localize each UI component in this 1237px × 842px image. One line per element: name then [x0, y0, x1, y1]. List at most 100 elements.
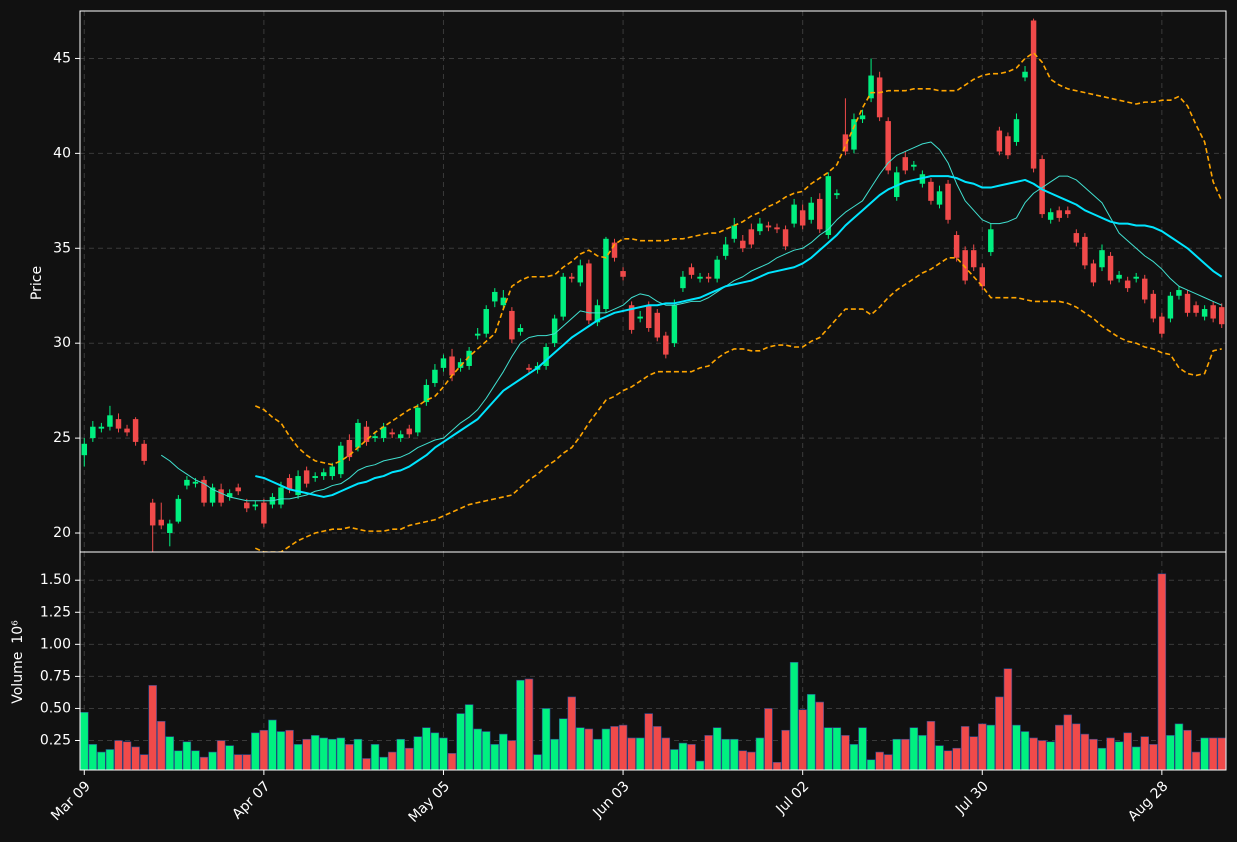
candle-body	[1142, 278, 1148, 300]
volume-bar	[798, 709, 807, 770]
candle-body	[286, 477, 293, 490]
candle-body	[329, 466, 336, 477]
candle-body	[1167, 295, 1174, 319]
candle-body	[808, 202, 814, 220]
volume-bar	[969, 736, 978, 770]
volume-bar	[541, 708, 551, 770]
y-tick-label: 0.75	[40, 668, 71, 684]
y-tick-label: 20	[53, 525, 71, 541]
candle-body	[1107, 255, 1114, 281]
candle-body	[1099, 250, 1105, 268]
candle-body	[731, 225, 737, 239]
volume-bar	[618, 724, 628, 770]
volume-bar	[550, 738, 559, 770]
volume-bar	[730, 738, 739, 770]
volume-bar	[1012, 724, 1021, 770]
volume-bar	[345, 744, 354, 770]
volume-bar	[370, 744, 380, 770]
volume-bar	[473, 728, 482, 770]
candle-body	[1218, 307, 1225, 325]
candle-body	[483, 309, 489, 334]
candle-body	[167, 523, 173, 534]
candle-body	[569, 276, 575, 279]
volume-bar	[892, 738, 901, 770]
indicator-line	[160, 141, 1222, 502]
volume-bar	[593, 738, 602, 770]
candle-body	[851, 119, 857, 150]
volume-bar	[610, 726, 619, 770]
volume-bar	[772, 762, 782, 770]
candle-body	[1090, 263, 1097, 283]
volume-offset: 10⁶	[10, 620, 26, 644]
candle-body	[962, 250, 968, 281]
volume-bar	[695, 760, 705, 770]
candle-body	[543, 346, 549, 366]
candle-body	[1124, 280, 1131, 289]
y-tick-label: 35	[53, 240, 71, 256]
volume-bar	[328, 738, 337, 770]
y-tick-label: 1.00	[40, 636, 71, 652]
candle-body	[834, 193, 840, 196]
volume-bar	[1003, 668, 1013, 770]
candle-body	[1065, 210, 1071, 215]
candle-body	[791, 204, 797, 224]
volume-bar	[1191, 751, 1201, 770]
volume-bar	[978, 723, 987, 770]
candle-body	[474, 333, 481, 336]
candle-body	[1073, 233, 1080, 243]
volume-bar	[1097, 747, 1107, 770]
candle-body	[500, 297, 507, 306]
volume-bar	[131, 746, 140, 770]
candle-body	[645, 305, 652, 329]
candle-body	[338, 445, 344, 475]
candle-body	[1133, 276, 1139, 279]
candle-body	[611, 242, 618, 258]
volume-bar	[396, 738, 405, 770]
candle-body	[1030, 20, 1037, 169]
candle-body	[825, 176, 832, 235]
volume-bar	[174, 750, 183, 770]
volume-bar	[191, 750, 200, 770]
candle-body	[876, 77, 883, 118]
candle-body	[1056, 210, 1062, 218]
volume-bar	[1174, 723, 1184, 770]
volume-bar	[310, 735, 320, 770]
volume-bar	[233, 754, 243, 770]
volume-bar	[216, 740, 226, 770]
candle-body	[355, 422, 361, 448]
volume-bar	[918, 735, 927, 770]
candle-body	[774, 227, 780, 230]
volume-bar	[875, 751, 884, 770]
volume-bar	[148, 685, 157, 770]
volume-bar	[1063, 714, 1073, 770]
volume-bar	[1114, 741, 1124, 770]
candle-body	[928, 181, 934, 201]
volume-bar	[97, 751, 106, 770]
candle-body	[817, 198, 823, 230]
candle-body	[859, 115, 866, 120]
volume-bar	[1166, 735, 1175, 770]
candle-body	[782, 229, 789, 247]
candle-body	[740, 240, 746, 249]
volume-bar	[712, 727, 722, 770]
volume-bar	[704, 735, 713, 770]
candle-body	[1150, 293, 1157, 319]
volume-bar	[302, 738, 311, 770]
candle-body	[218, 489, 224, 503]
volume-bar	[815, 701, 825, 770]
volume-bar	[747, 751, 756, 770]
candle-body	[432, 369, 438, 384]
candle-body	[244, 502, 250, 509]
volume-frame	[79, 551, 1227, 771]
volume-bar	[114, 740, 123, 770]
volume-bar	[1157, 573, 1167, 770]
candle-body	[979, 267, 985, 287]
candle-body	[449, 356, 455, 376]
volume-bar	[464, 704, 474, 770]
volume-bar	[653, 726, 662, 770]
y-tick-label: 0.50	[40, 700, 71, 716]
volume-bar	[806, 694, 816, 770]
candle-body	[1210, 305, 1216, 319]
candle-body	[346, 440, 353, 458]
candle-body	[526, 367, 532, 370]
